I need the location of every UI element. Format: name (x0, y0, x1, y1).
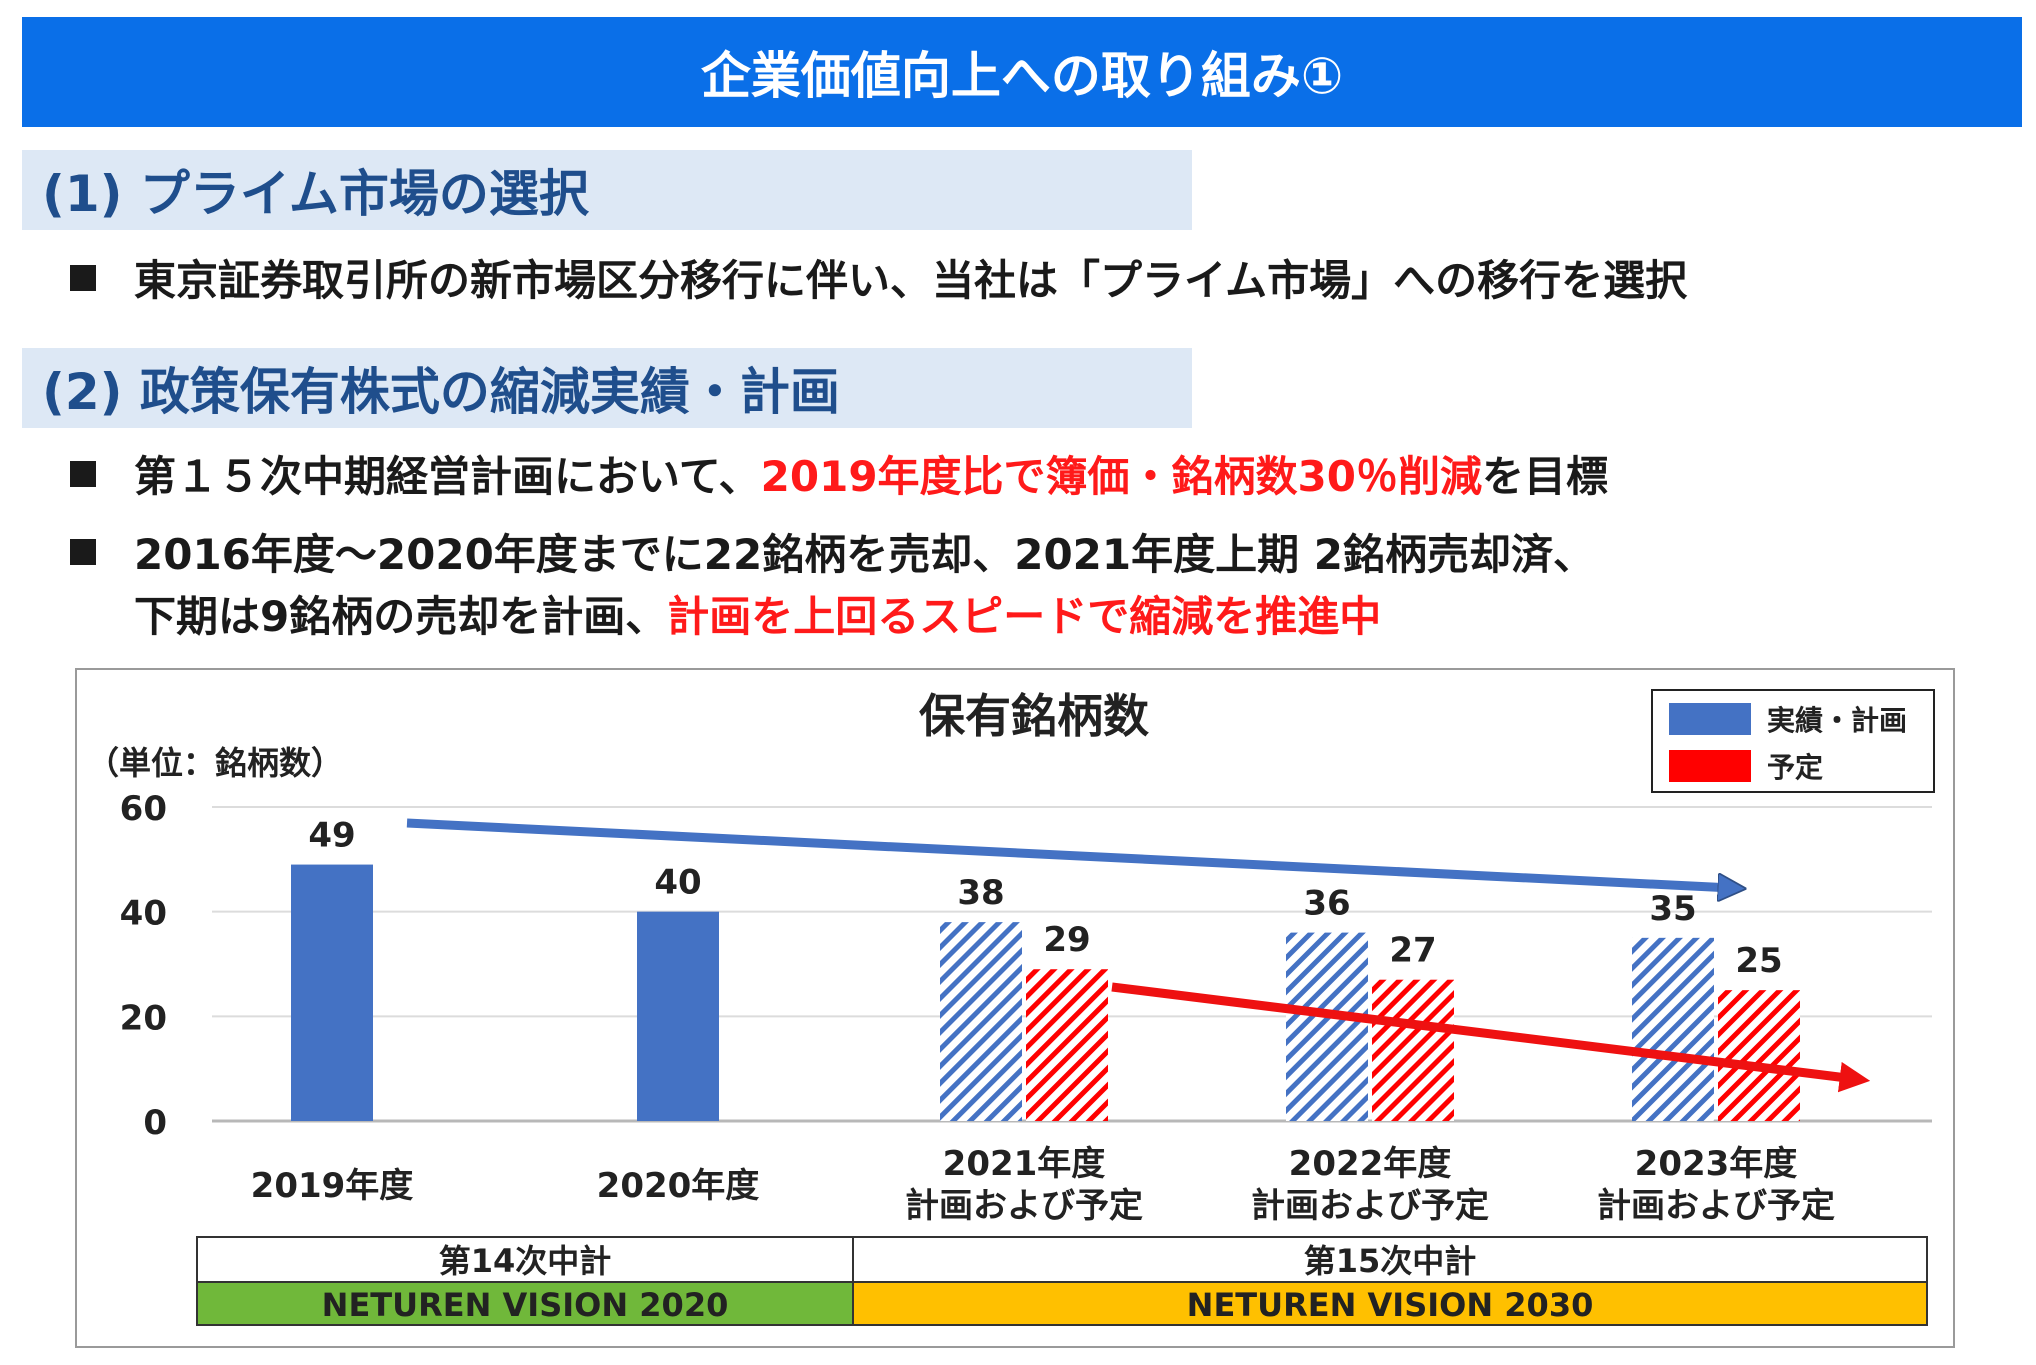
plan-period-name: 第15次中計 (1304, 1242, 1477, 1280)
plan-period-name: 第14次中計 (439, 1242, 612, 1280)
category-label: 2023年度 (1635, 1144, 1798, 1184)
y-axis-ticks: 0 20 40 60 (120, 789, 167, 1143)
category-label: 2020年度 (597, 1166, 760, 1206)
bar (1286, 932, 1368, 1121)
category-sublabel: 計画および予定 (1251, 1186, 1489, 1226)
legend-swatch-planned (1669, 750, 1751, 782)
y-tick-label: 40 (120, 894, 167, 934)
bar (1372, 979, 1454, 1121)
category-label: 2022年度 (1289, 1144, 1452, 1184)
bar (940, 922, 1022, 1121)
vision-name: NETUREN VISION 2020 (322, 1286, 729, 1324)
data-labels: 49 40 38 29 36 27 35 25 (308, 816, 1782, 982)
legend-swatch-actual (1669, 703, 1751, 735)
plan-period-cell (852, 1236, 1928, 1283)
section-2-bullet-1: 第１５次中期経営計画において、2019年度比で簿価・銘柄数30％削減を目標 (70, 446, 1608, 508)
data-label: 49 (308, 816, 355, 856)
bullet-2-highlight: 計画を上回るスピードで縮減を推進中 (667, 592, 1382, 641)
bar (1632, 937, 1714, 1121)
section-1-bullet: 東京証券取引所の新市場区分移行に伴い、当社は「プライム市場」への移行を選択 (70, 250, 1687, 312)
page-title-banner: 企業価値向上への取り組み① (22, 17, 2022, 127)
data-label: 40 (654, 863, 701, 903)
bullet-square-icon (70, 539, 96, 565)
planned-trend-arrow (1111, 982, 1871, 1093)
bars (291, 864, 1800, 1121)
section-1-heading-text: (1) プライム市場の選択 (42, 165, 589, 223)
legend-label-planned: 予定 (1767, 751, 1823, 784)
holdings-bar-chart: 保有銘柄数 （単位：銘柄数） 実績・計画 予定 0 20 40 60 49 40 38 29… (87, 689, 1935, 1326)
plan-period-table: 第14次中計 NETUREN VISION 2020 第15次中計 NETUREN V… (196, 1236, 1928, 1326)
legend-label-actual: 実績・計画 (1767, 704, 1907, 737)
bullet-1-text: 第１５次中期経営計画において、 (134, 452, 761, 501)
data-label: 36 (1303, 884, 1350, 924)
vision-name: NETUREN VISION 2030 (1187, 1286, 1594, 1324)
category-label: 2019年度 (251, 1166, 414, 1206)
actual-trend-arrow (406, 818, 1732, 888)
bullet-1-highlight: 2019年度比で簿価・銘柄数30％削減 (760, 452, 1482, 501)
y-tick-label: 0 (143, 1103, 167, 1143)
chart-panel: 保有銘柄数 （単位：銘柄数） 実績・計画 予定 0 20 40 60 49 40 38 29… (75, 668, 1955, 1348)
bullet-square-icon (70, 461, 96, 487)
bullet-2-line-1: 2016年度～2020年度までに22銘柄を売却、2021年度上期 2銘柄売却済、 (134, 530, 1595, 579)
data-label: 25 (1735, 941, 1782, 981)
section-2-heading-text: (2) 政策保有株式の縮減実績・計画 (42, 363, 840, 421)
category-sublabel: 計画および予定 (905, 1186, 1143, 1226)
bullet-1-text-end: を目標 (1482, 452, 1609, 501)
page-title: 企業価値向上への取り組み① (700, 47, 1344, 105)
data-label: 35 (1649, 889, 1696, 929)
chart-title: 保有銘柄数 (919, 689, 1149, 743)
section-1-heading: (1) プライム市場の選択 (22, 150, 1192, 230)
data-label: 38 (957, 873, 1004, 913)
data-label: 29 (1043, 920, 1090, 960)
vision-cell (852, 1281, 1928, 1326)
y-tick-label: 20 (120, 998, 167, 1038)
category-labels: 2019年度 2020年度2021年度計画および予定2022年度計画および予定20… (251, 1144, 1835, 1226)
chart-legend: 実績・計画 予定 (1651, 689, 1935, 793)
category-sublabel: 計画および予定 (1597, 1186, 1835, 1226)
bullet-square-icon (70, 265, 96, 291)
data-label: 27 (1389, 931, 1436, 971)
bar (637, 911, 719, 1121)
trend-arrows (406, 818, 1871, 1093)
section-1-bullet-text: 東京証券取引所の新市場区分移行に伴い、当社は「プライム市場」への移行を選択 (134, 256, 1688, 305)
bar (1026, 969, 1108, 1121)
bullet-2-line-2: 下期は9銘柄の売却を計画、 (134, 592, 668, 641)
category-label: 2021年度 (943, 1144, 1106, 1184)
bar (291, 864, 373, 1121)
section-2-bullet-2: 2016年度～2020年度までに22銘柄を売却、2021年度上期 2銘柄売却済、… (70, 524, 1595, 648)
chart-unit-label: （単位：銘柄数） (87, 744, 343, 782)
section-2-heading: (2) 政策保有株式の縮減実績・計画 (22, 348, 1192, 428)
y-tick-label: 60 (120, 789, 167, 829)
bar (1718, 990, 1800, 1121)
